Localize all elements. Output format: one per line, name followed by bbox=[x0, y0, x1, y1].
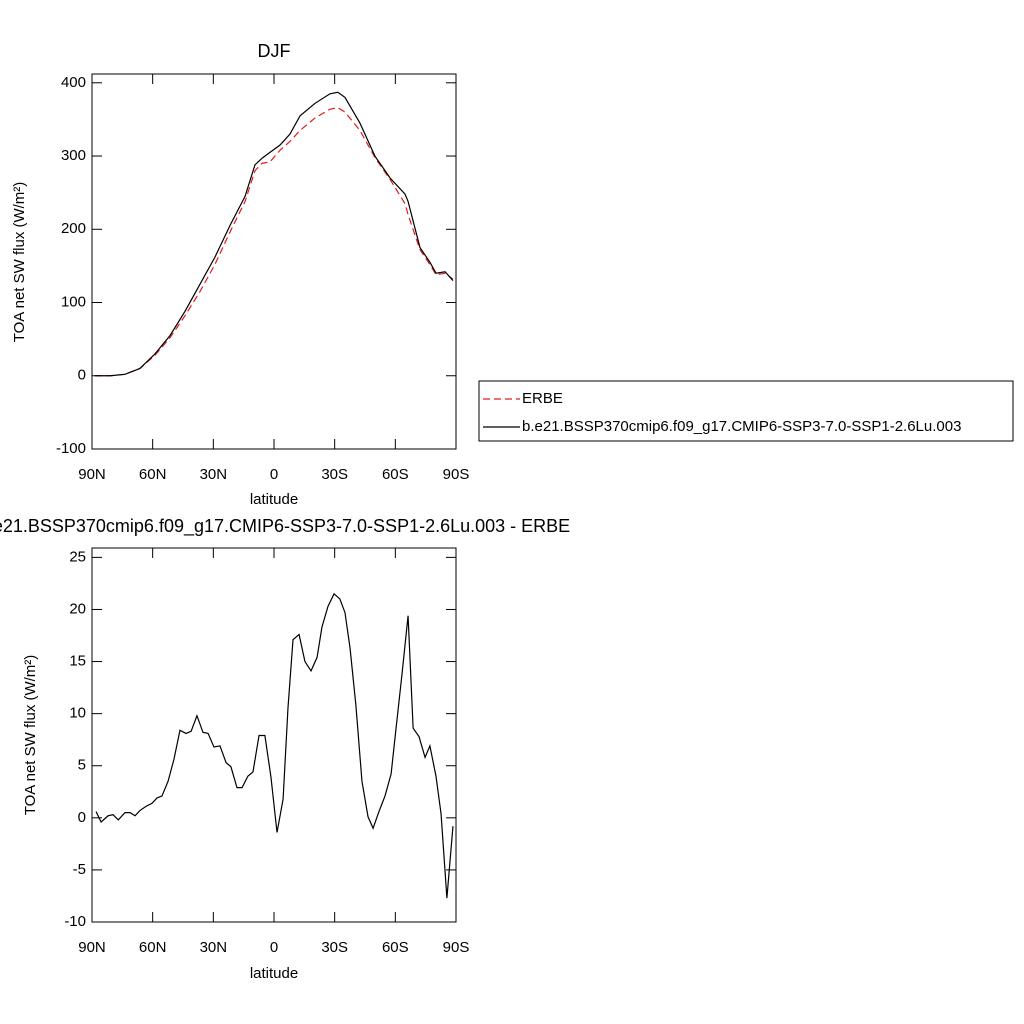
y-tick-label: 5 bbox=[78, 757, 86, 774]
x-tick-label: 60N bbox=[139, 466, 167, 483]
y-tick-label: 25 bbox=[69, 548, 86, 565]
data-line bbox=[95, 592, 454, 899]
y-tick-label: 400 bbox=[61, 74, 86, 91]
y-tick-label: -100 bbox=[56, 440, 86, 457]
x-axis-label: latitude bbox=[250, 965, 298, 982]
x-tick-label: 60S bbox=[382, 939, 409, 956]
y-axis-label: TOA net SW flux (W/m²) bbox=[22, 655, 39, 816]
x-tick-label: 90N bbox=[78, 466, 106, 483]
plot-frame bbox=[91, 73, 457, 450]
y-tick-label: 100 bbox=[61, 293, 86, 310]
x-tick-label: 30S bbox=[321, 939, 348, 956]
x-tick-label: 90N bbox=[78, 939, 106, 956]
data-line bbox=[95, 91, 454, 377]
x-tick-label: 0 bbox=[270, 939, 278, 956]
y-tick-label: 15 bbox=[69, 653, 86, 670]
y-axis-label: TOA net SW flux (W/m²) bbox=[11, 182, 28, 343]
legend-label: b.e21.BSSP370cmip6.f09_g17.CMIP6-SSP3-7.… bbox=[522, 418, 961, 435]
y-tick-label: 0 bbox=[78, 809, 86, 826]
y-tick-label: 20 bbox=[69, 600, 86, 617]
plot-frame bbox=[91, 547, 457, 923]
y-tick-label: 0 bbox=[78, 367, 86, 384]
y-tick-label: 10 bbox=[69, 705, 86, 722]
x-tick-label: 90S bbox=[443, 466, 470, 483]
legend-label: ERBE bbox=[522, 390, 563, 407]
x-tick-label: 60N bbox=[139, 939, 167, 956]
x-tick-label: 30S bbox=[321, 466, 348, 483]
x-tick-label: 90S bbox=[443, 939, 470, 956]
y-tick-label: -5 bbox=[73, 861, 86, 878]
x-tick-label: 0 bbox=[270, 466, 278, 483]
chart-title: b.e21.BSSP370cmip6.f09_g17.CMIP6-SSP3-7.… bbox=[0, 516, 570, 537]
x-tick-label: 30N bbox=[200, 466, 228, 483]
chart-title: DJF bbox=[258, 41, 291, 61]
x-axis-label: latitude bbox=[250, 491, 298, 508]
x-tick-label: 30N bbox=[200, 939, 228, 956]
x-tick-label: 60S bbox=[382, 466, 409, 483]
data-line bbox=[95, 107, 454, 377]
y-tick-label: -10 bbox=[64, 913, 86, 930]
y-tick-label: 200 bbox=[61, 220, 86, 237]
legend-box bbox=[478, 380, 1014, 442]
y-tick-label: 300 bbox=[61, 147, 86, 164]
